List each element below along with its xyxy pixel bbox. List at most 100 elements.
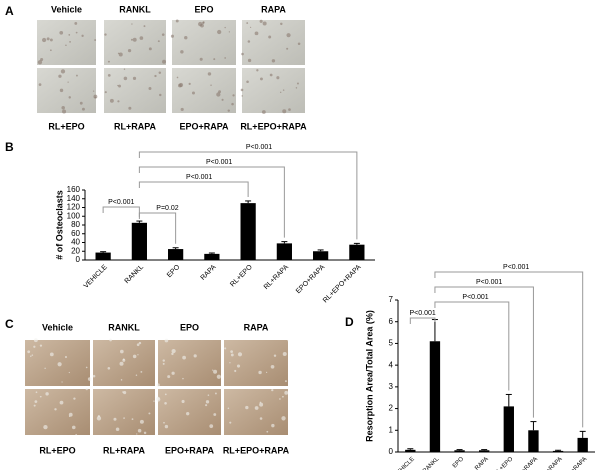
- y-tick-label: 160: [67, 185, 81, 194]
- micrograph-speck: [117, 100, 120, 103]
- x-tick-label: RL+EPO: [493, 456, 514, 470]
- micrograph-speck: [33, 404, 36, 407]
- micrograph-speck: [135, 374, 138, 376]
- micrograph-speck: [148, 412, 151, 415]
- image-bottom-label: RL+EPO+RAPA: [240, 121, 307, 131]
- micrograph-speck: [68, 412, 73, 417]
- micrograph-speck: [154, 74, 157, 78]
- panel-label: C: [5, 317, 14, 331]
- micrograph-speck: [229, 362, 231, 364]
- micrograph: [224, 389, 288, 435]
- micrograph-speck: [240, 88, 244, 92]
- significance-bracket: [434, 286, 534, 418]
- micrograph-speck: [266, 430, 269, 433]
- micrograph-speck: [30, 355, 32, 357]
- image-top-label: RAPA: [261, 4, 286, 14]
- micrograph-speck: [117, 84, 119, 87]
- micrograph-speck: [205, 400, 210, 404]
- micrograph-speck: [188, 82, 191, 85]
- micrograph-speck: [227, 109, 230, 112]
- y-tick-label: 0: [389, 447, 394, 456]
- micrograph-speck: [49, 38, 53, 42]
- significance-bracket: [138, 181, 249, 197]
- y-axis-label: Resorption Area/Total Area (%): [364, 310, 374, 442]
- micrograph: [25, 340, 90, 386]
- micrograph-speck: [67, 81, 69, 83]
- micrograph-speck: [216, 92, 221, 97]
- micrograph-speck: [256, 69, 259, 72]
- y-tick-label: 120: [67, 203, 81, 212]
- significance-bracket: [102, 206, 140, 218]
- micrograph-speck: [259, 417, 263, 420]
- micrograph-speck: [284, 380, 287, 383]
- p-value-label: P<0.001: [476, 279, 502, 286]
- micrograph-speck: [258, 370, 262, 375]
- panel-label: D: [345, 315, 354, 329]
- micrograph-speck: [31, 354, 34, 356]
- micrograph-speck: [281, 416, 286, 421]
- micrograph-speck: [175, 19, 179, 23]
- micrograph-speck: [148, 47, 152, 51]
- micrograph-speck: [120, 379, 123, 381]
- micrograph-speck: [130, 38, 133, 41]
- micrograph-speck: [81, 107, 85, 111]
- micrograph: [93, 340, 155, 386]
- micrograph-speck: [186, 411, 190, 416]
- micrograph-speck: [214, 392, 217, 395]
- micrograph: [104, 68, 166, 113]
- bar: [131, 222, 147, 260]
- y-tick-label: 3: [389, 382, 394, 391]
- micrograph-speck: [33, 345, 36, 348]
- micrograph: [93, 389, 155, 435]
- micrograph-speck: [217, 29, 222, 35]
- micrograph-speck: [176, 76, 179, 79]
- micrograph-speck: [34, 400, 38, 404]
- micrograph-speck: [61, 105, 65, 110]
- micrograph: [37, 68, 96, 113]
- micrograph-speck: [54, 408, 57, 411]
- micrograph-speck: [127, 49, 132, 53]
- p-value-label: P<0.001: [503, 264, 529, 271]
- micrograph-speck: [60, 69, 66, 74]
- micrograph-speck: [259, 402, 264, 407]
- micrograph-speck: [227, 407, 230, 410]
- micrograph-speck: [286, 33, 291, 38]
- bar: [577, 437, 588, 452]
- bar: [479, 450, 490, 452]
- micrograph-speck: [107, 73, 111, 77]
- micrograph-speck: [247, 58, 252, 63]
- significance-bracket: [409, 317, 436, 324]
- micrograph: [158, 389, 221, 435]
- micrograph-speck: [284, 390, 289, 395]
- micrograph-speck: [69, 41, 71, 43]
- y-axis-label: # of Osteoclasts: [54, 190, 64, 260]
- micrograph-speck: [228, 31, 230, 33]
- image-top-label: RANKL: [108, 322, 140, 332]
- micrograph-speck: [246, 22, 249, 24]
- p-value-label: P<0.001: [409, 310, 435, 317]
- image-bottom-label: RL+RAPA: [114, 121, 157, 131]
- micrograph: [172, 20, 236, 65]
- micrograph-speck: [139, 36, 144, 40]
- micrograph-speck: [122, 358, 126, 362]
- micrograph-speck: [68, 34, 71, 36]
- x-tick-label: EPO+RAPA: [537, 456, 564, 470]
- micrograph-speck: [273, 354, 277, 357]
- micrograph-speck: [209, 424, 214, 429]
- micrograph-speck: [268, 35, 272, 39]
- micrograph-speck: [136, 433, 138, 435]
- micrograph-speck: [148, 87, 152, 91]
- micrograph-speck: [76, 74, 78, 77]
- micrograph-speck: [259, 401, 262, 404]
- micrograph-speck: [39, 344, 43, 347]
- x-tick-label: EPO: [166, 263, 182, 279]
- micrograph-speck: [68, 371, 70, 374]
- y-tick-label: 2: [389, 404, 394, 413]
- micrograph-speck: [74, 22, 78, 25]
- image-top-label: RAPA: [244, 322, 269, 332]
- micrograph-speck: [202, 21, 205, 25]
- micrograph-speck: [182, 355, 186, 360]
- micrograph-speck: [224, 26, 226, 29]
- micrograph-speck: [162, 362, 165, 365]
- y-tick-label: 100: [67, 211, 81, 220]
